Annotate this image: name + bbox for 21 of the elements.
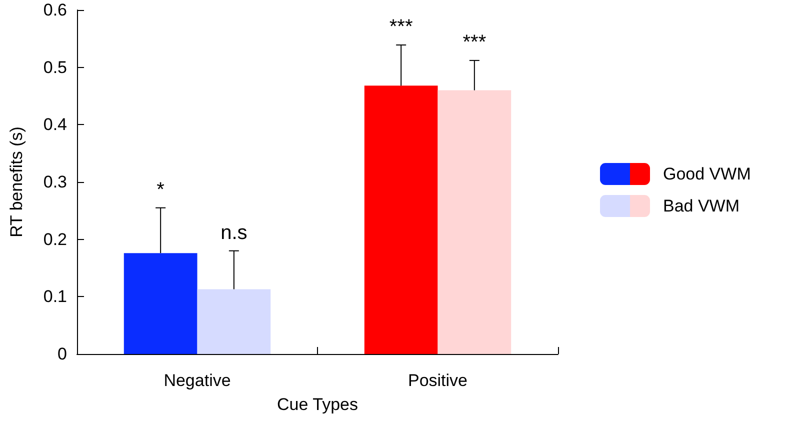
bar bbox=[124, 253, 198, 354]
annotation: *** bbox=[389, 16, 413, 38]
y-tick-label: 0.2 bbox=[43, 230, 67, 249]
annotation: n.s bbox=[220, 222, 248, 244]
x-axis-title: Cue Types bbox=[277, 395, 358, 414]
y-axis-title: RT benefits (s) bbox=[7, 126, 26, 238]
bar bbox=[364, 86, 438, 354]
bar bbox=[197, 289, 271, 354]
annotation: *** bbox=[462, 31, 486, 54]
y-tick-label: 0.3 bbox=[43, 172, 67, 192]
y-tick-label: 0.1 bbox=[43, 287, 67, 306]
legend-label: Good VWM bbox=[663, 164, 751, 184]
y-tick-label: 0 bbox=[58, 344, 67, 364]
x-tick-label: Negative bbox=[164, 371, 231, 390]
annotation: * bbox=[156, 178, 165, 201]
y-tick-label: 0.5 bbox=[43, 58, 67, 77]
legend-label: Bad VWM bbox=[663, 196, 740, 216]
bar bbox=[438, 90, 512, 354]
x-tick-label: Positive bbox=[408, 371, 468, 390]
y-tick-label: 0.6 bbox=[43, 0, 67, 20]
y-tick-label: 0.4 bbox=[43, 115, 67, 134]
